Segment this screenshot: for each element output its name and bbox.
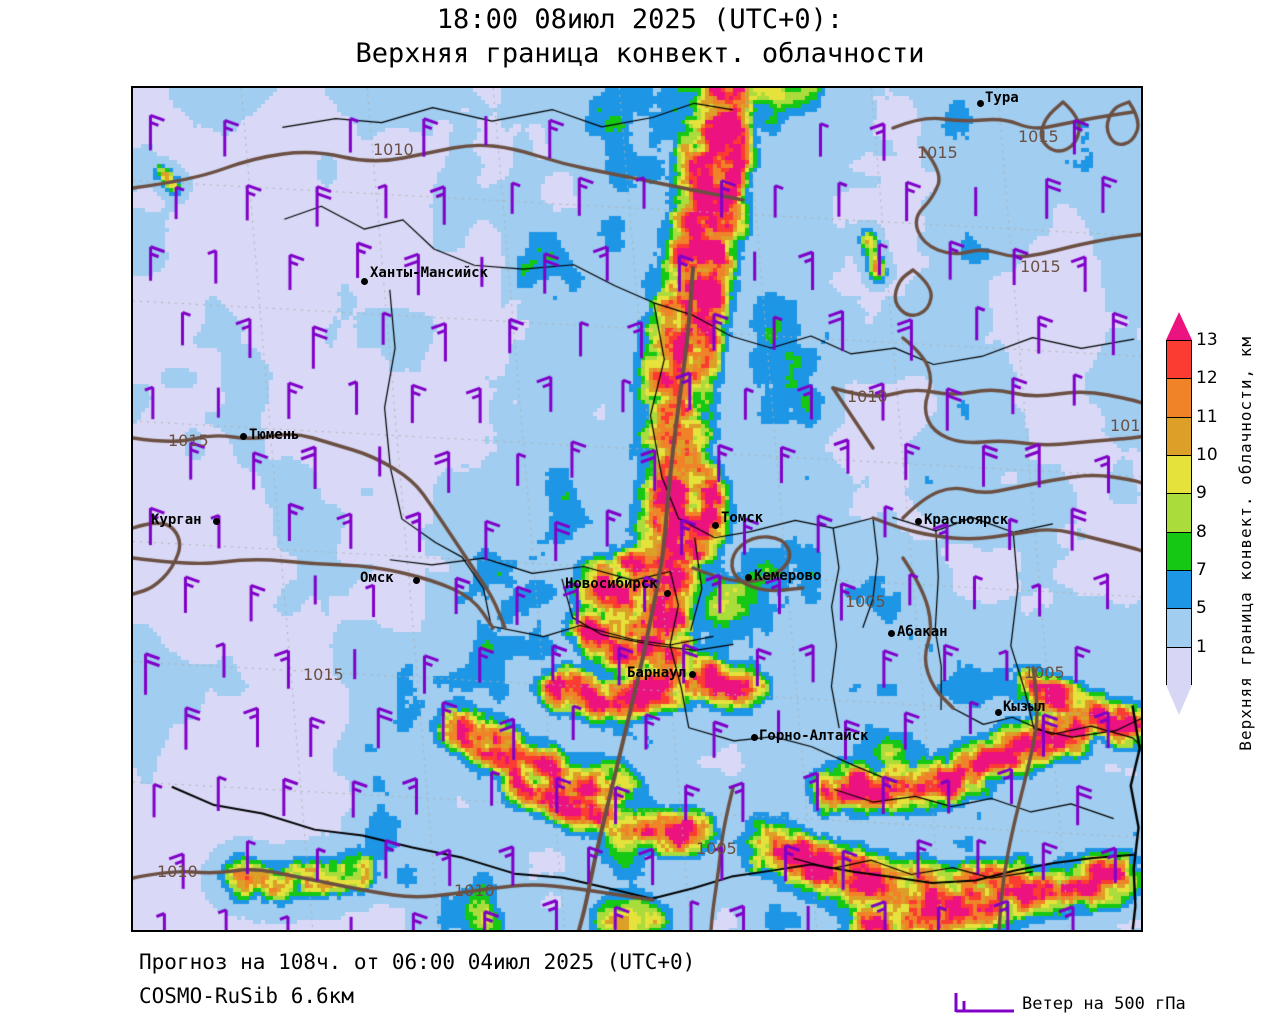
colorbar-axis-label: Верхняя граница конвект. облачности, км [1236, 336, 1255, 751]
colorbar-band-10 [1167, 455, 1191, 495]
colorbar-tick-9: 9 [1196, 483, 1207, 504]
colorbar-tick-7: 7 [1196, 560, 1207, 580]
colorbar-band-11 [1167, 417, 1191, 456]
page-title-time: 18:00 08июл 2025 (UTC+0): [436, 4, 844, 35]
map-panel[interactable]: Тура Ханты-Мансийск Тюмень Курган Томск Красн… [131, 86, 1143, 932]
colorbar-tick-8: 8 [1196, 521, 1207, 542]
colorbar-tick-13: 13 [1196, 330, 1218, 350]
map-raster [133, 88, 1141, 930]
colorbar-tick-10: 10 [1196, 445, 1218, 465]
colorbar-band-13 [1167, 341, 1191, 380]
colorbar-overflow-top-arrow [1166, 312, 1192, 340]
colorbar: 13 12 11 10 9 8 7 5 1 [1160, 312, 1218, 720]
colorbar-tick-5: 5 [1196, 598, 1207, 619]
page-title-parameter: Верхняя граница конвект. облачности [355, 38, 925, 69]
colorbar-band-1 [1167, 647, 1191, 686]
model-info-line: COSMO-RuSib 6.6км [139, 984, 354, 1008]
forecast-info-line: Прогноз на 108ч. от 06:00 04июл 2025 (UT… [139, 950, 696, 974]
colorbar-bands [1166, 340, 1192, 686]
colorbar-band-7 [1167, 570, 1191, 610]
colorbar-band-8 [1167, 532, 1191, 571]
colorbar-tick-12: 12 [1196, 368, 1218, 389]
wind-barb-legend-icon [954, 993, 1014, 1013]
colorbar-overflow-bottom-arrow [1166, 685, 1192, 715]
colorbar-tick-1: 1 [1196, 636, 1207, 657]
wind-barb-legend-label: Ветер на 500 гПа [1022, 994, 1186, 1014]
colorbar-band-9 [1167, 494, 1191, 533]
colorbar-tick-11: 11 [1196, 406, 1218, 427]
colorbar-band-12 [1167, 379, 1191, 418]
colorbar-band-5 [1167, 609, 1191, 648]
